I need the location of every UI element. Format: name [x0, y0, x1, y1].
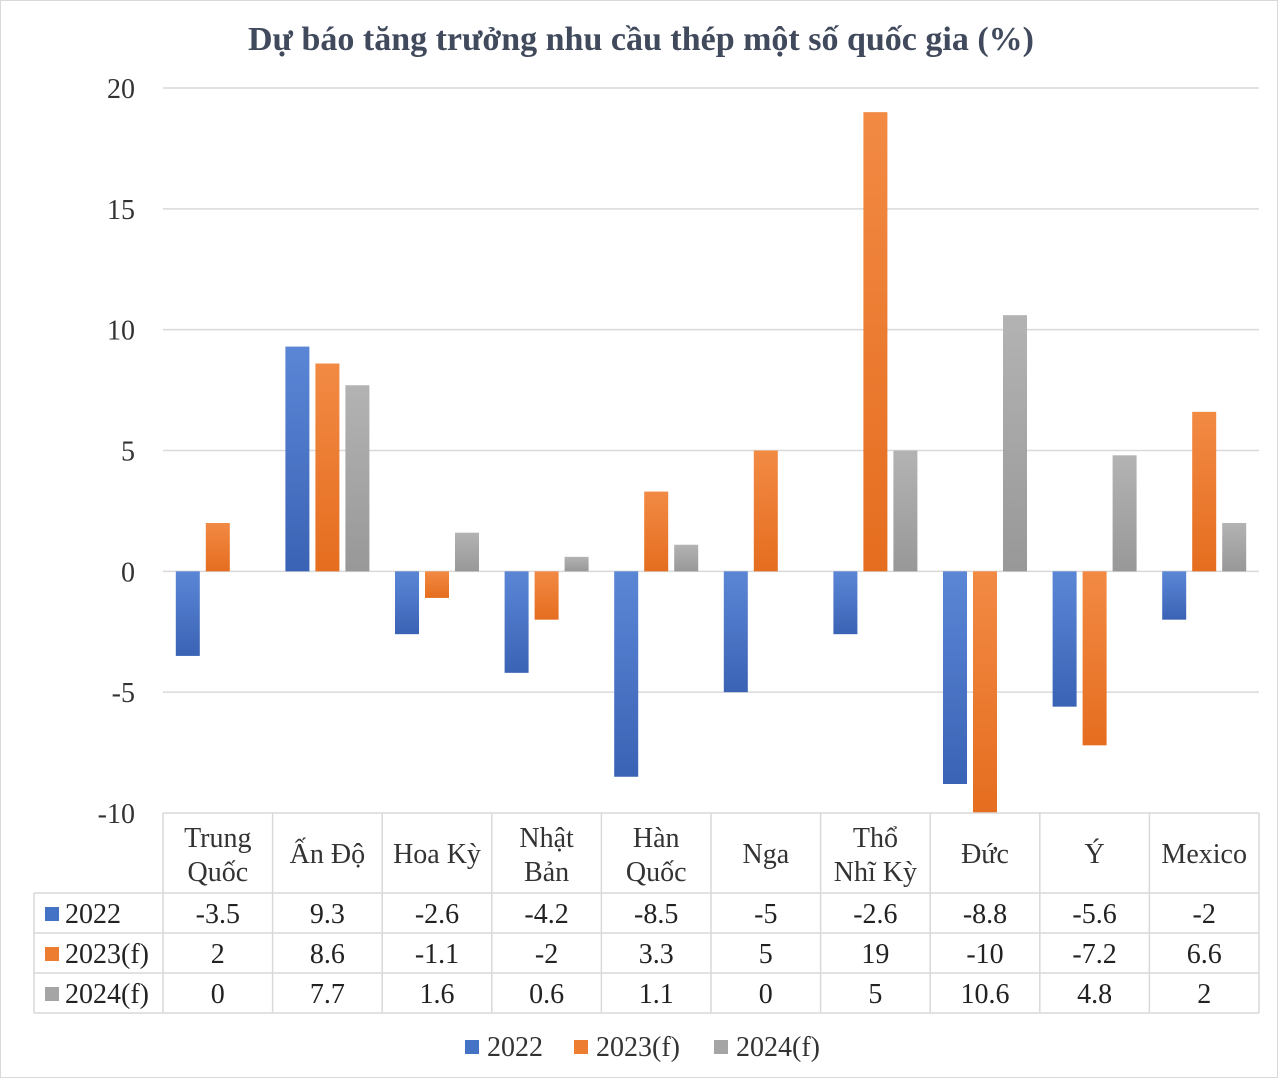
table-cell-value: -2 — [1193, 899, 1216, 930]
bar-2022 — [175, 571, 200, 656]
table-series-label: 2024(f) — [65, 979, 149, 1010]
bar-2024(f) — [455, 532, 479, 572]
category-label: Quốc — [626, 857, 687, 888]
legend: 2022 2023(f) 2024(f) — [465, 1032, 820, 1063]
y-axis-ticks: 20 15 10 5 0 -5 -10 — [98, 74, 135, 830]
table-series-label: 2022 — [65, 899, 121, 930]
bar-2023(f) — [973, 571, 997, 813]
table-cell-value: 0 — [759, 979, 773, 1010]
table-cell-value: -2.6 — [853, 899, 897, 930]
y-tick-label: 5 — [121, 437, 135, 468]
y-tick-label: 20 — [107, 74, 135, 105]
table-cell-value: 4.8 — [1077, 979, 1112, 1010]
table-cell-value: -7.2 — [1072, 939, 1116, 970]
bar-2023(f) — [753, 450, 778, 572]
table-cell-value: 8.6 — [310, 939, 345, 970]
category-label: Quốc — [187, 857, 248, 888]
bar-2024(f) — [1003, 315, 1027, 572]
table-cell-value: -5.6 — [1072, 899, 1116, 930]
bar-2024(f) — [674, 544, 699, 572]
bar-2022 — [1052, 571, 1077, 707]
category-label: Hoa Kỳ — [393, 839, 481, 870]
bar-2024(f) — [893, 450, 918, 572]
legend-label: 2024(f) — [736, 1032, 820, 1063]
bar-2022 — [504, 571, 529, 673]
bar-2022 — [723, 571, 748, 693]
table-cell-value: -1.1 — [415, 939, 459, 970]
table-cell-value: 10.6 — [961, 979, 1010, 1010]
bar-2024(f) — [1112, 455, 1137, 572]
table-cell-value: -2.6 — [415, 899, 459, 930]
chart-title: Dự báo tăng trưởng nhu cầu thép một số q… — [248, 21, 1034, 58]
bar-2024(f) — [564, 556, 589, 572]
table-cell-value: -2 — [535, 939, 558, 970]
bar-2022 — [833, 571, 858, 635]
table-cell-value: 1.6 — [420, 979, 455, 1010]
table-cell-value: -10 — [966, 939, 1003, 970]
table-cell-value: 2 — [1197, 979, 1211, 1010]
bar-2022 — [943, 571, 967, 784]
bar-2024(f) — [1222, 523, 1247, 572]
bars — [175, 112, 1247, 813]
legend-label: 2023(f) — [596, 1032, 680, 1063]
y-tick-label: -10 — [98, 799, 135, 830]
category-label: Ấn Độ — [290, 838, 365, 870]
table-cell-value: 19 — [861, 939, 889, 970]
table-cell-value: -8.5 — [634, 899, 678, 930]
category-label: Hàn — [633, 823, 680, 854]
table-cell-value: 3.3 — [639, 939, 674, 970]
table-cell-value: 1.1 — [639, 979, 674, 1010]
category-label: Thổ — [853, 823, 898, 854]
table-cell-value: 0 — [211, 979, 225, 1010]
table-legend-key — [45, 907, 59, 921]
bar-2023(f) — [534, 571, 559, 620]
bar-2023(f) — [315, 363, 340, 572]
bar-2022 — [614, 571, 639, 777]
table-cell-value: 2 — [211, 939, 225, 970]
table-cell-value: 0.6 — [529, 979, 564, 1010]
table-cell-value: 7.7 — [310, 979, 345, 1010]
legend-label: 2022 — [487, 1032, 543, 1063]
category-label: Mexico — [1161, 839, 1247, 870]
table-cell-value: 9.3 — [310, 899, 345, 930]
y-tick-label: 0 — [121, 557, 135, 588]
legend-key — [465, 1040, 479, 1054]
table-cell-value: -5 — [754, 899, 777, 930]
bar-2023(f) — [1192, 411, 1217, 572]
legend-key — [714, 1040, 728, 1054]
bar-2023(f) — [644, 491, 669, 572]
table-cell-value: -4.2 — [524, 899, 568, 930]
y-tick-label: 10 — [107, 316, 135, 347]
y-tick-label: -5 — [112, 678, 135, 709]
category-label: Ý — [1084, 839, 1104, 870]
category-label: Trung — [184, 823, 251, 854]
table-cell-value: 5 — [868, 979, 882, 1010]
bar-2022 — [285, 346, 310, 572]
category-label: Nhật — [519, 823, 574, 854]
bar-2023(f) — [863, 112, 888, 572]
category-label: Đức — [961, 839, 1009, 870]
table-cell-value: 5 — [759, 939, 773, 970]
table-series-label: 2023(f) — [65, 939, 149, 970]
y-tick-label: 15 — [107, 195, 135, 226]
table-cell-value: 6.6 — [1187, 939, 1222, 970]
category-label: Nga — [742, 839, 789, 870]
table-cell-value: -3.5 — [196, 899, 240, 930]
table-legend-key — [45, 987, 59, 1001]
category-label: Nhĩ Kỳ — [834, 857, 917, 888]
category-label: Bản — [524, 857, 569, 888]
legend-key — [574, 1040, 588, 1054]
bar-2023(f) — [205, 523, 230, 572]
bar-2023(f) — [1082, 571, 1107, 746]
table-legend-key — [45, 947, 59, 961]
bar-2022 — [395, 571, 419, 635]
bar-2023(f) — [425, 571, 449, 598]
bar-2022 — [1162, 571, 1187, 620]
bar-2024(f) — [345, 385, 370, 572]
table-cell-value: -8.8 — [963, 899, 1007, 930]
